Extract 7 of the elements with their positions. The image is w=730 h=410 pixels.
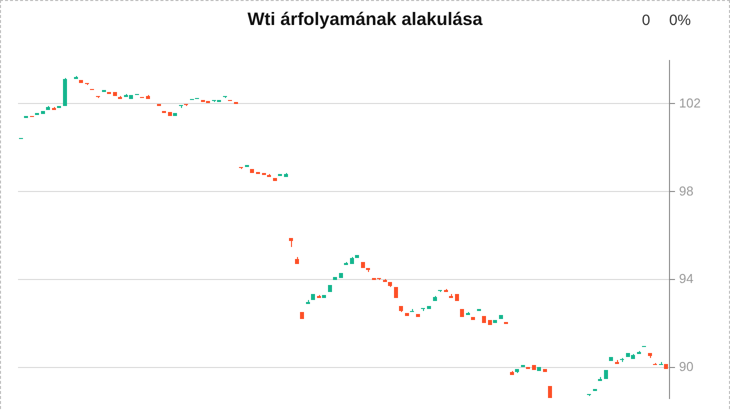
y-tick-label: 102 [679,96,701,110]
y-tick-label: 94 [679,271,694,286]
text: 0 [640,12,652,29]
text: 0% [668,12,692,29]
y-tick-label: 98 [679,183,694,198]
y-tick-label: 90 [679,359,694,374]
chart-title: Wti árfolyamának alakulása [246,9,484,30]
